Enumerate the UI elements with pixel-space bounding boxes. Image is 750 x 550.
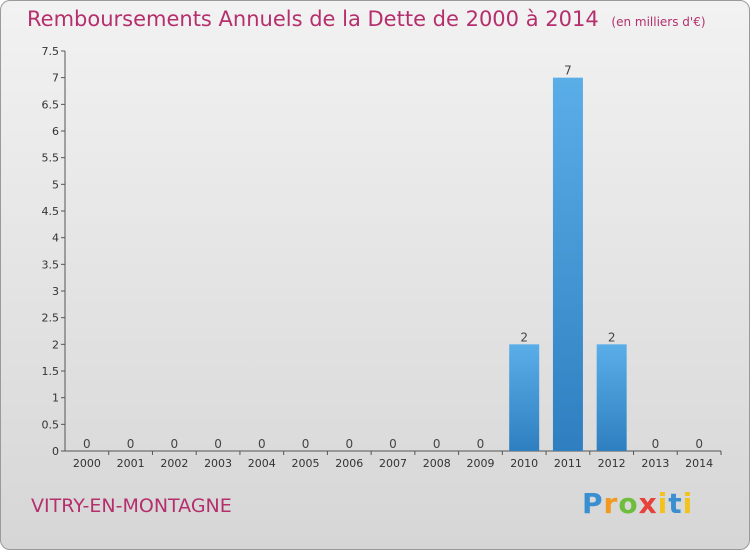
y-tick-label: 7 bbox=[52, 72, 59, 85]
x-tick-label: 2001 bbox=[117, 457, 145, 470]
y-tick-label: 1.5 bbox=[42, 365, 60, 378]
y-tick-label: 2.5 bbox=[42, 312, 60, 325]
y-tick-label: 0 bbox=[52, 445, 59, 458]
x-tick-label: 2011 bbox=[554, 457, 582, 470]
title-units: (en milliers d'€) bbox=[611, 15, 706, 29]
data-label: 0 bbox=[345, 437, 353, 451]
data-label: 0 bbox=[433, 437, 441, 451]
chart-title: Remboursements Annuels de la Dette de 20… bbox=[27, 7, 706, 31]
x-tick-label: 2005 bbox=[292, 457, 320, 470]
data-label: 7 bbox=[564, 64, 572, 78]
x-tick-label: 2009 bbox=[466, 457, 494, 470]
labels-group: 2000020010200202003020040200502006020070… bbox=[73, 64, 713, 470]
data-label: 0 bbox=[83, 437, 91, 451]
data-label: 0 bbox=[214, 437, 222, 451]
y-tick-label: 1 bbox=[52, 392, 59, 405]
x-tick-label: 2003 bbox=[204, 457, 232, 470]
data-label: 0 bbox=[258, 437, 266, 451]
commune-name: VITRY-EN-MONTAGNE bbox=[31, 495, 232, 517]
bar bbox=[552, 77, 583, 452]
data-label: 2 bbox=[608, 330, 616, 344]
y-tick-label: 2 bbox=[52, 338, 59, 351]
data-label: 2 bbox=[520, 330, 528, 344]
proxiti-logo: Proxiti bbox=[582, 487, 694, 520]
y-tick-label: 6 bbox=[52, 125, 59, 138]
y-tick-label: 4.5 bbox=[42, 205, 60, 218]
bar bbox=[509, 344, 540, 451]
x-tick-label: 2000 bbox=[73, 457, 101, 470]
data-label: 0 bbox=[127, 437, 135, 451]
x-tick-label: 2004 bbox=[248, 457, 276, 470]
x-tick-label: 2007 bbox=[379, 457, 407, 470]
x-tick-label: 2012 bbox=[598, 457, 626, 470]
y-tick-label: 5.5 bbox=[42, 152, 60, 165]
data-label: 0 bbox=[695, 437, 703, 451]
x-tick-label: 2006 bbox=[335, 457, 363, 470]
x-tick-label: 2014 bbox=[685, 457, 713, 470]
x-tick-label: 2010 bbox=[510, 457, 538, 470]
x-tick-label: 2008 bbox=[423, 457, 451, 470]
y-tick-label: 3.5 bbox=[42, 258, 60, 271]
axes-group: 0 0.5 1 1.5 2 2.5 3 3.5 4 4.5 5 5.5 6 6.5 7 7.5 bbox=[42, 45, 722, 458]
data-label: 0 bbox=[477, 437, 485, 451]
data-label: 0 bbox=[389, 437, 397, 451]
bars-group bbox=[509, 77, 627, 452]
x-tick-label: 2002 bbox=[160, 457, 188, 470]
y-tick-label: 5 bbox=[52, 178, 59, 191]
y-tick-label: 7.5 bbox=[42, 45, 60, 58]
data-label: 0 bbox=[652, 437, 660, 451]
data-label: 0 bbox=[171, 437, 179, 451]
y-tick-label: 0.5 bbox=[42, 418, 60, 431]
bar bbox=[596, 344, 627, 451]
data-label: 0 bbox=[302, 437, 310, 451]
x-tick-label: 2013 bbox=[641, 457, 669, 470]
y-tick-label: 6.5 bbox=[42, 98, 60, 111]
y-tick-label: 3 bbox=[52, 285, 59, 298]
title-text: Remboursements Annuels de la Dette de 20… bbox=[27, 7, 599, 31]
y-tick-label: 4 bbox=[52, 232, 59, 245]
